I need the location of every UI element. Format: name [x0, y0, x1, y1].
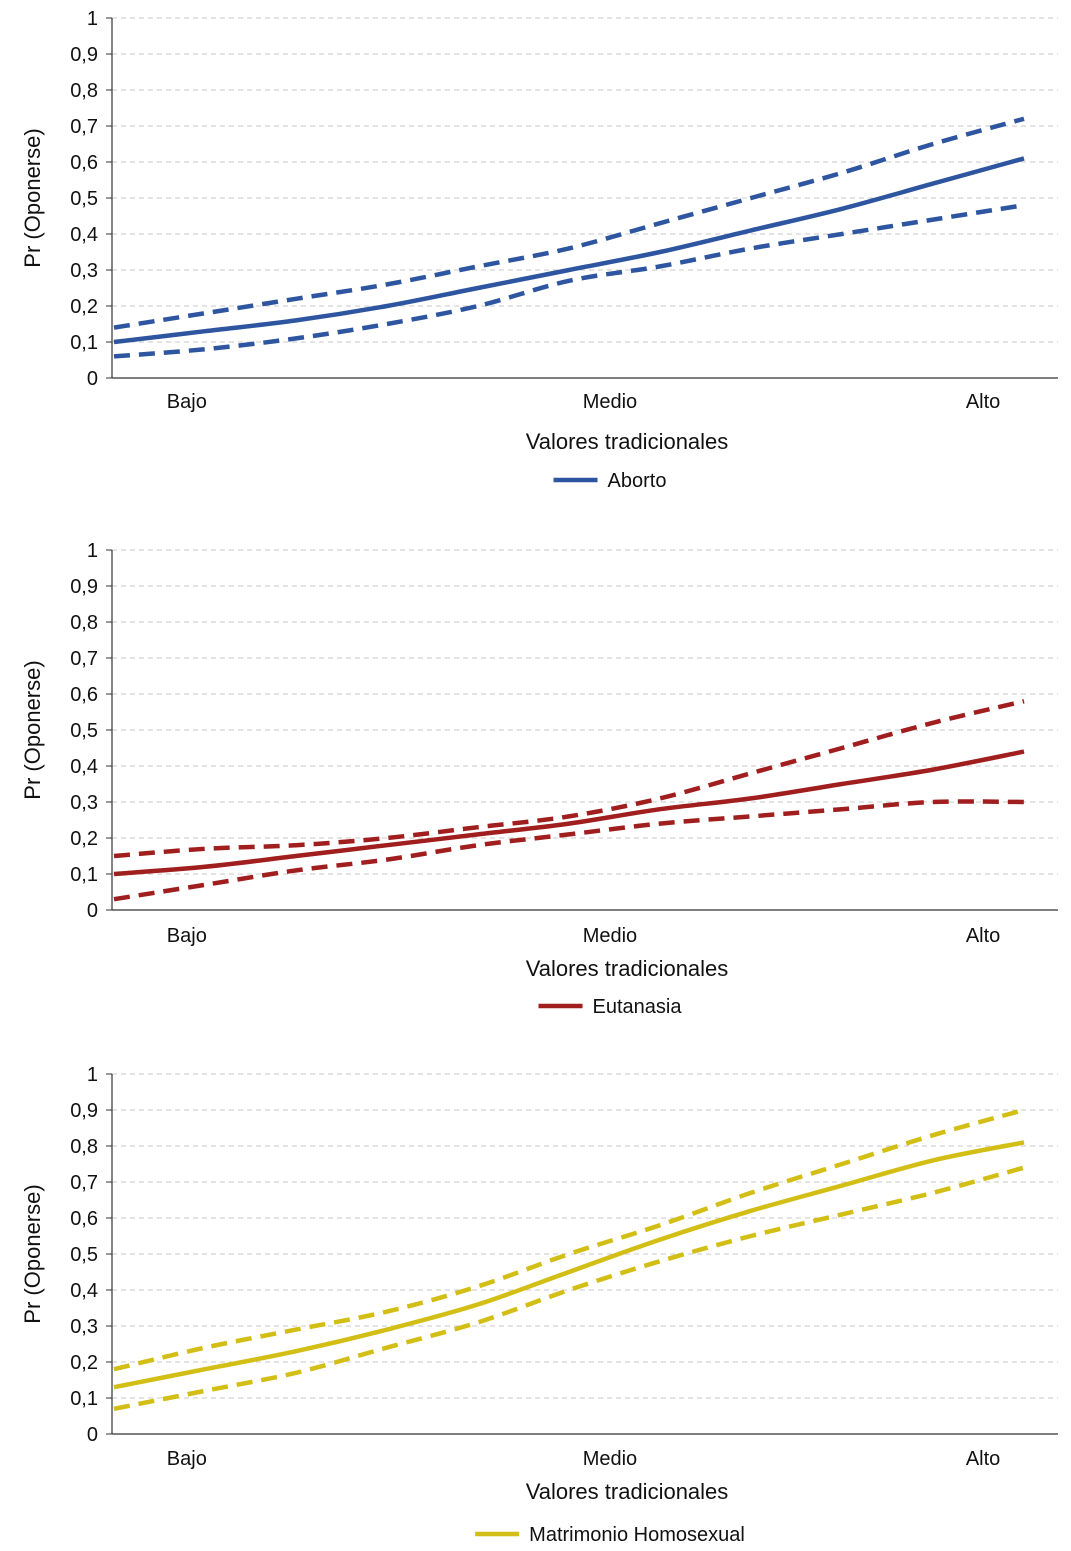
y-tick-label: 0,3 — [70, 792, 98, 814]
x-tick-label: Alto — [966, 1448, 1000, 1470]
legend-label: Aborto — [608, 470, 667, 492]
y-tick-label: 0,1 — [70, 332, 98, 354]
y-tick-label: 0,4 — [70, 224, 98, 246]
y-tick-label: 0,9 — [70, 44, 98, 66]
y-axis-title: Pr (Oponerse) — [20, 1184, 45, 1323]
x-tick-label: Alto — [966, 391, 1000, 413]
confidence-upper-line — [113, 116, 1025, 330]
y-tick-label: 0,7 — [70, 648, 98, 670]
y-tick-label: 0,2 — [70, 296, 98, 318]
x-tick-label: Medio — [583, 391, 637, 413]
x-tick-label: Medio — [583, 1448, 637, 1470]
confidence-upper-line — [113, 699, 1025, 859]
confidence-lower-line — [113, 1165, 1025, 1412]
estimate-line — [113, 156, 1025, 345]
y-tick-label: 1 — [87, 540, 98, 562]
y-tick-label: 0,5 — [70, 1244, 98, 1266]
y-tick-label: 0,6 — [70, 684, 98, 706]
y-tick-label: 0,1 — [70, 864, 98, 886]
x-tick-label: Bajo — [167, 391, 207, 413]
legend: Matrimonio Homosexual — [475, 1524, 745, 1546]
x-axis-title: Valores tradicionales — [526, 429, 729, 454]
x-tick-label: Bajo — [167, 1448, 207, 1470]
y-tick-label: 0,6 — [70, 152, 98, 174]
y-tick-label: 0,8 — [70, 612, 98, 634]
y-tick-label: 0 — [87, 368, 98, 390]
y-axis-title: Pr (Oponerse) — [20, 660, 45, 799]
chart-panel-1: 0 0,1 0,2 0,3 0,4 0,5 0,6 0,7 0,8 0,9 1 Bajo Medio Al… — [20, 8, 1058, 492]
chart-panel-3: 0 0,1 0,2 0,3 0,4 0,5 0,6 0,7 0,8 0,9 1 Bajo Medio Al… — [20, 1064, 1058, 1546]
legend: Aborto — [553, 470, 667, 492]
y-tick-label: 0,2 — [70, 1352, 98, 1374]
x-tick-label: Medio — [583, 925, 637, 947]
legend: Eutanasia — [538, 996, 683, 1018]
x-tick-label: Bajo — [167, 925, 207, 947]
confidence-upper-line — [113, 1107, 1025, 1372]
y-tick-label: 0,4 — [70, 1280, 98, 1302]
y-tick-label: 0,8 — [70, 1136, 98, 1158]
y-tick-label: 0,3 — [70, 260, 98, 282]
y-tick-label: 0,4 — [70, 756, 98, 778]
y-tick-label: 0,3 — [70, 1316, 98, 1338]
legend-label: Matrimonio Homosexual — [529, 1524, 745, 1546]
chart-panel-2: 0 0,1 0,2 0,3 0,4 0,5 0,6 0,7 0,8 0,9 1 Bajo Medio Al… — [20, 540, 1058, 1018]
y-tick-label: 0,9 — [70, 576, 98, 598]
x-tick-label: Alto — [966, 925, 1000, 947]
y-tick-label: 0,9 — [70, 1100, 98, 1122]
y-tick-label: 1 — [87, 8, 98, 30]
y-tick-label: 0 — [87, 900, 98, 922]
y-axis-title: Pr (Oponerse) — [20, 128, 45, 267]
y-tick-label: 0,2 — [70, 828, 98, 850]
y-tick-label: 0,6 — [70, 1208, 98, 1230]
y-tick-label: 0,1 — [70, 1388, 98, 1410]
y-tick-label: 0,5 — [70, 188, 98, 210]
x-axis-title: Valores tradicionales — [526, 1479, 729, 1504]
legend-label: Eutanasia — [593, 996, 683, 1018]
estimate-line — [113, 1140, 1025, 1390]
x-axis-title: Valores tradicionales — [526, 956, 729, 981]
y-tick-label: 0,5 — [70, 720, 98, 742]
confidence-lower-line — [113, 202, 1025, 359]
y-tick-label: 0,7 — [70, 1172, 98, 1194]
estimate-line — [113, 749, 1025, 877]
y-tick-label: 0,7 — [70, 116, 98, 138]
y-tick-label: 0 — [87, 1424, 98, 1446]
y-tick-label: 0,8 — [70, 80, 98, 102]
y-tick-label: 1 — [87, 1064, 98, 1086]
confidence-lower-line — [113, 799, 1025, 902]
